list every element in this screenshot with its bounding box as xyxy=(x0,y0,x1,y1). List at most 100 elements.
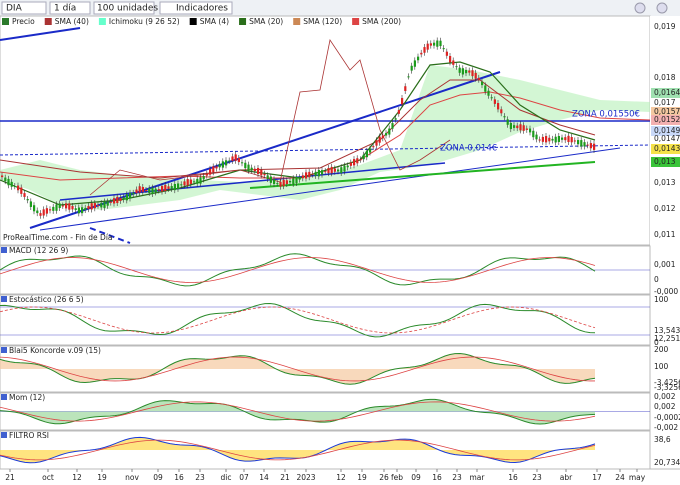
candle-body xyxy=(20,187,23,194)
x-tick-label: 12 xyxy=(336,473,346,482)
toolbar-button[interactable] xyxy=(656,2,668,14)
x-tick-label: 07 xyxy=(239,473,249,482)
candle-body xyxy=(487,90,490,96)
panel-axis-label: 100 xyxy=(654,295,669,304)
panel-axis-label: 12,251 xyxy=(654,334,680,343)
symbol[interactable]: DIA xyxy=(6,4,23,14)
candle-body xyxy=(298,177,301,180)
x-axis: 21 oct 12 19 nov 09 16 23 dic 07 14 21 2023 12 19 26 feb… xyxy=(5,469,646,482)
x-tick-label: 09 xyxy=(411,473,421,482)
panel-title: Estocástico (26 6 5) xyxy=(9,295,84,304)
candle-body xyxy=(167,186,170,189)
candle-body xyxy=(295,177,298,184)
x-tick-label: 24 xyxy=(615,473,625,482)
indicators-box[interactable] xyxy=(159,1,233,15)
candle-body xyxy=(484,85,487,92)
candle-body xyxy=(228,160,231,162)
candle-body xyxy=(439,40,442,47)
candle-body xyxy=(257,167,260,174)
candle-body xyxy=(193,181,196,183)
panel-axis-label: 0,002 xyxy=(654,392,676,401)
x-tick-label: 09 xyxy=(153,473,163,482)
trend-line xyxy=(0,27,81,41)
candle-body xyxy=(170,186,173,189)
candle-body xyxy=(186,179,189,186)
candle-body xyxy=(29,201,32,207)
ichimoku-cloud xyxy=(0,65,650,210)
candle-body xyxy=(308,171,311,178)
candle-body xyxy=(471,70,474,77)
candle-body xyxy=(87,205,90,210)
chikou xyxy=(89,38,451,196)
candle-body xyxy=(218,164,221,168)
toolbar-button[interactable] xyxy=(634,2,646,14)
x-tick-label: feb xyxy=(391,473,403,482)
candle-body xyxy=(385,133,388,136)
panel-axis-label: 0 xyxy=(654,338,659,347)
candle-body xyxy=(199,177,202,184)
panel-axis-label: 20,734 xyxy=(654,458,680,467)
legend-swatch xyxy=(293,18,301,25)
symbol-box[interactable] xyxy=(1,1,47,15)
price-label: 0,0164 xyxy=(654,88,680,97)
candle-body xyxy=(164,184,167,191)
candle-body xyxy=(311,173,314,175)
indicator-line xyxy=(0,302,596,338)
units[interactable]: 100 unidades xyxy=(97,4,158,14)
candle-body xyxy=(593,143,596,150)
indicator-line xyxy=(0,306,596,334)
candle-body xyxy=(42,209,45,216)
period-box[interactable] xyxy=(49,1,91,15)
panel-title-bg xyxy=(1,432,7,438)
legend-label: SMA (4) xyxy=(200,17,229,26)
candle-body xyxy=(135,189,138,194)
candle-body xyxy=(573,140,576,142)
candle-body xyxy=(509,122,512,130)
price-tag xyxy=(651,115,680,125)
candle-body xyxy=(122,197,125,200)
candle-body xyxy=(77,207,80,214)
units-box[interactable] xyxy=(93,1,155,15)
panels: MACD (12 26 9) 0,001 0 -0,000 Estocástico (2… xyxy=(0,245,680,470)
candle-body xyxy=(129,192,132,199)
panel-title: FILTRO RSI xyxy=(9,431,49,440)
indicator-panel xyxy=(0,294,651,346)
candle-body xyxy=(212,166,215,173)
candle-body xyxy=(490,97,493,99)
candle-body xyxy=(407,76,410,78)
candle-body xyxy=(465,70,468,74)
period[interactable]: 1 día xyxy=(54,4,76,14)
candle-body xyxy=(426,43,429,50)
panel-title-bg xyxy=(1,247,7,253)
panel-title-bg xyxy=(1,347,7,353)
candle-body xyxy=(58,203,61,209)
candle-body xyxy=(84,207,87,210)
candle-body xyxy=(333,168,336,172)
price-tag xyxy=(651,88,680,98)
candle-body xyxy=(381,135,384,139)
candle-body xyxy=(49,209,52,211)
indicator-line xyxy=(0,257,596,283)
candle-body xyxy=(4,177,7,182)
candle-body xyxy=(225,160,228,166)
candle-body xyxy=(289,180,292,183)
candle-body xyxy=(401,98,404,105)
candle-body xyxy=(125,194,128,201)
trend-line xyxy=(39,147,621,231)
price-label: 0,0157 xyxy=(654,107,680,116)
x-tick-label: 19 xyxy=(97,473,107,482)
panel-axis-label: -3,4256 xyxy=(654,378,680,387)
x-tick-label: 17 xyxy=(592,473,602,482)
candle-body xyxy=(317,169,320,177)
candle-body xyxy=(231,156,234,161)
candles xyxy=(1,37,596,219)
candle-body xyxy=(282,179,285,187)
panel-title: MACD (12 26 9) xyxy=(9,246,68,255)
candle-body xyxy=(468,70,471,73)
source: ProRealTime.com - Fin de Día xyxy=(3,233,113,242)
candle-body xyxy=(52,206,55,211)
candle-body xyxy=(7,178,10,186)
candle-body xyxy=(292,178,295,184)
indicators[interactable]: Indicadores xyxy=(176,4,228,14)
